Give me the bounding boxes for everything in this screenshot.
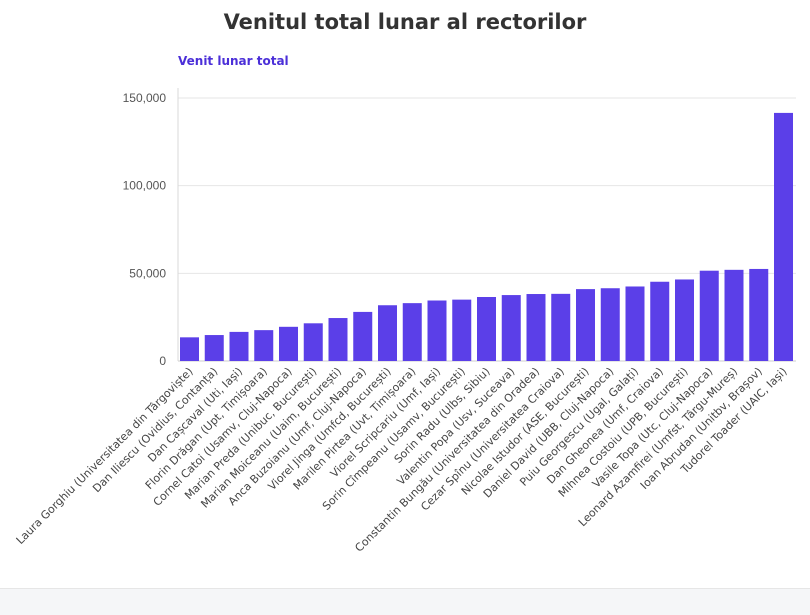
bar: [576, 289, 595, 361]
bar: [378, 305, 397, 361]
bar: [427, 300, 447, 361]
bar: [353, 311, 373, 361]
bar: [477, 297, 496, 361]
bar: [749, 268, 769, 361]
y-tick-label: 100,000: [123, 179, 167, 193]
footer-bar: [0, 588, 810, 615]
bar: [180, 337, 199, 361]
bar: [724, 269, 744, 361]
bar: [328, 318, 348, 361]
x-tick-labels: Laura Gorghiu (Universitatea din Târgovi…: [14, 365, 790, 555]
bar: [303, 323, 323, 361]
bar: [551, 293, 571, 361]
bar: [204, 335, 224, 361]
bar: [501, 295, 521, 361]
bar: [229, 331, 249, 361]
bar: [675, 279, 694, 361]
y-tick-label: 150,000: [123, 91, 167, 105]
bars: [180, 112, 793, 361]
bar: [699, 270, 719, 361]
y-tick-labels: 0 50,000 100,000 150,000: [123, 91, 167, 368]
bar: [452, 299, 472, 361]
bar: [279, 326, 298, 361]
bar: [625, 286, 645, 361]
bar: [402, 303, 422, 361]
y-tick-label: 50,000: [129, 266, 166, 280]
bar: [774, 112, 793, 361]
bar: [650, 281, 670, 361]
y-tick-label: 0: [159, 354, 166, 368]
bar: [600, 288, 620, 361]
bar: [526, 294, 546, 361]
y-axis-title: Venit lunar total: [178, 54, 289, 68]
chart-title: Venitul total lunar al rectorilor: [223, 10, 587, 34]
bar: [254, 330, 274, 361]
